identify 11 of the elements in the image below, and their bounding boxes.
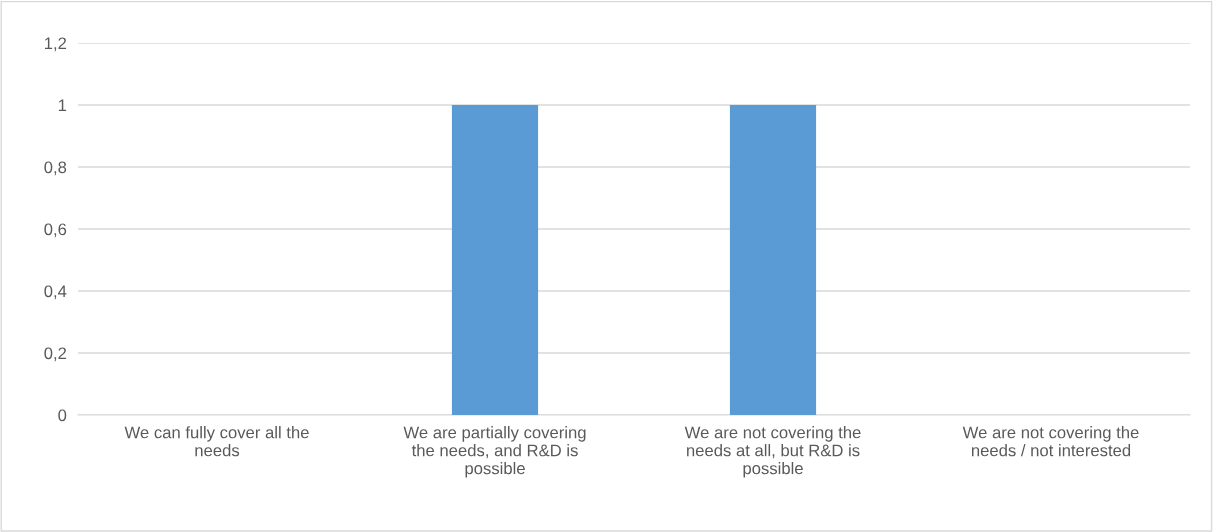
y-tick-label: 0 (58, 409, 67, 422)
y-tick-label: 1,2 (44, 37, 67, 52)
y-tick-label: 0,6 (44, 223, 67, 238)
y-tick-label: 1 (58, 99, 67, 112)
y-tick-label: 0,8 (44, 161, 67, 176)
x-tick-label: We are not covering the needs at all, but R&D is possible (684, 426, 861, 478)
y-tick-label: 0,4 (44, 285, 67, 300)
x-tick-label: We are not covering the needs / not interested (962, 426, 1139, 457)
y-tick-label: 0,2 (44, 347, 67, 362)
x-tick-label: We can fully cover all the needs (124, 426, 309, 457)
x-tick-label: We are partially covering the needs, and R&D is possible (403, 426, 586, 478)
